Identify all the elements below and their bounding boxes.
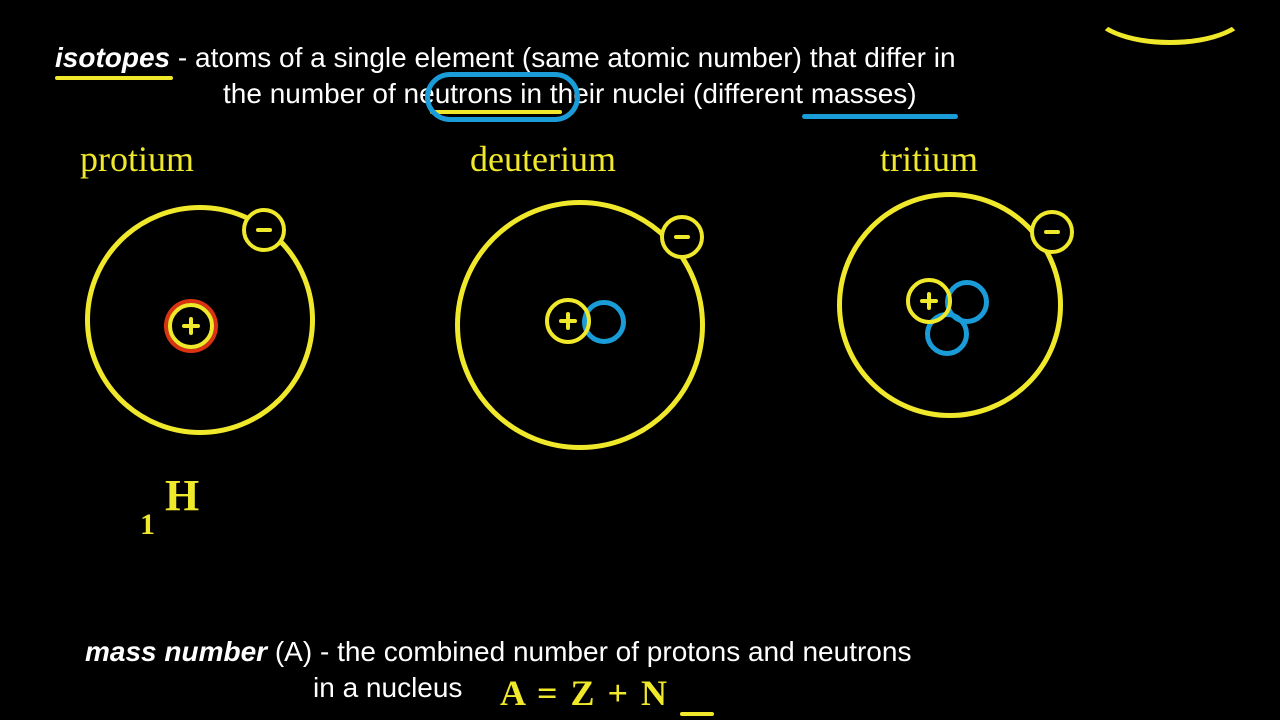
isotopes-definition: isotopes - atoms of a single element (sa… xyxy=(55,40,1155,113)
mass-number-paren: (A) xyxy=(267,636,312,667)
formula-N-underline xyxy=(680,712,714,716)
protium-proton xyxy=(168,303,214,349)
deuterium-electron xyxy=(660,215,704,259)
neutrons-circle-highlight xyxy=(425,72,580,122)
tritium-proton xyxy=(906,278,952,324)
isotopes-underline xyxy=(55,76,173,80)
mass-number-term: mass number xyxy=(85,636,267,667)
tritium-electron xyxy=(1030,210,1074,254)
mass-number-line2: in a nucleus xyxy=(313,672,462,703)
isotopes-term: isotopes xyxy=(55,42,170,73)
tritium-label: tritium xyxy=(880,138,978,180)
protium-electron xyxy=(242,208,286,252)
isotopes-line1: - atoms of a single element (same atomic… xyxy=(170,42,955,73)
deuterium-label: deuterium xyxy=(470,138,616,180)
hydrogen-symbol: H xyxy=(165,470,199,521)
protium-label: protium xyxy=(80,138,194,180)
mass-formula: A = Z + N xyxy=(500,672,669,714)
hydrogen-subscript: 1 xyxy=(140,508,155,542)
corner-arc xyxy=(1090,0,1250,45)
mass-number-line1: - the combined number of protons and neu… xyxy=(312,636,911,667)
deuterium-proton xyxy=(545,298,591,344)
masses-underline xyxy=(802,114,958,119)
